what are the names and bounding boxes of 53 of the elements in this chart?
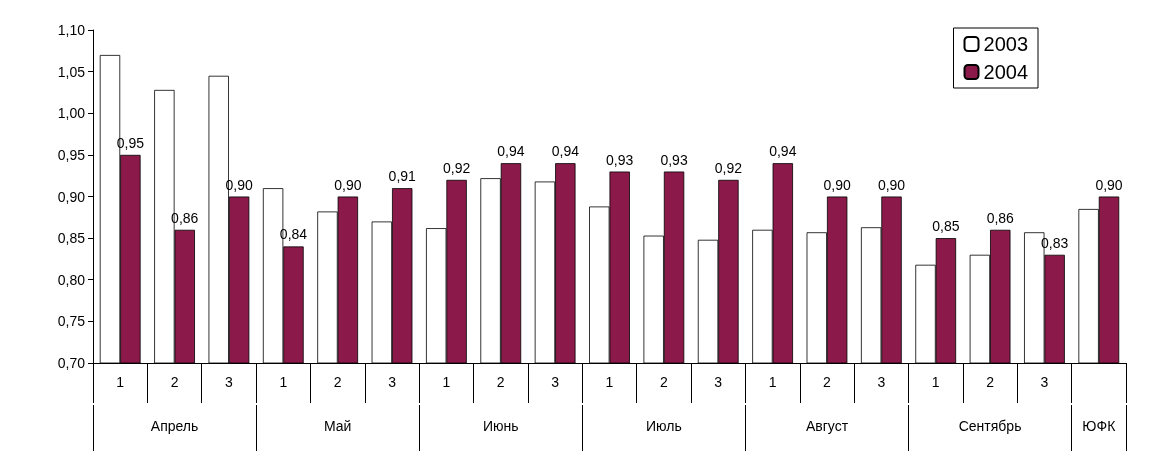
data-label: 0,94 xyxy=(769,143,797,160)
data-label: 0,85 xyxy=(932,218,960,235)
x-tick-label: 1 xyxy=(931,374,940,390)
y-tick-label: 0,70 xyxy=(57,355,86,371)
x-tick-label: 3 xyxy=(1040,374,1049,390)
data-label: 0,90 xyxy=(334,176,362,193)
x-tick-label: 1 xyxy=(768,374,777,390)
x-tick-label: 1 xyxy=(279,374,288,390)
data-label: 0,83 xyxy=(1041,234,1069,251)
y-tick-label: 1,05 xyxy=(57,63,86,80)
x-tick-label: 1 xyxy=(605,374,614,390)
y-tick-label: 0,90 xyxy=(57,188,86,205)
text: ЮФК xyxy=(1082,418,1117,434)
data-label: 0,92 xyxy=(442,159,471,176)
data-label: 0,90 xyxy=(1095,176,1123,193)
x-tick-label: 3 xyxy=(551,374,560,390)
text: Август xyxy=(805,418,849,434)
text: Июль xyxy=(646,418,682,434)
x-tick-label: 2 xyxy=(496,374,505,390)
x-tick-label: 2 xyxy=(333,374,342,390)
x-tick-label: 2 xyxy=(823,374,832,390)
x-tick-label: 2 xyxy=(659,374,668,390)
text: Сентябрь xyxy=(958,418,1022,434)
y-tick-label: 0,80 xyxy=(57,271,86,288)
x-tick-label: 1 xyxy=(116,374,125,390)
data-label: 0,84 xyxy=(279,226,308,243)
legend-label: 2003 xyxy=(983,33,1029,55)
x-tick-label: 3 xyxy=(388,374,397,390)
y-tick-label: 0,85 xyxy=(57,230,86,247)
data-label: 0,93 xyxy=(660,151,688,168)
data-label: 0,92 xyxy=(714,159,743,176)
legend-label: 2004 xyxy=(983,61,1029,83)
data-label: 0,86 xyxy=(986,209,1015,226)
y-tick-label: 1,00 xyxy=(57,105,86,122)
text: Апрель xyxy=(150,418,199,434)
x-tick-label: 2 xyxy=(170,374,179,390)
text: Май xyxy=(323,418,352,434)
text: Июнь xyxy=(482,418,519,434)
x-tick-label: 3 xyxy=(225,374,234,390)
data-label: 0,86 xyxy=(171,209,199,226)
y-tick-label: 0,75 xyxy=(57,313,86,330)
y-tick-label: 0,95 xyxy=(57,146,86,163)
data-label: 0,94 xyxy=(497,143,525,160)
data-label: 0,90 xyxy=(877,176,906,193)
x-tick-label: 2 xyxy=(986,374,995,390)
x-tick-label: 3 xyxy=(714,374,723,390)
data-label: 0,91 xyxy=(388,168,417,185)
y-tick-label: 1,10 xyxy=(57,22,86,38)
x-tick-label: 1 xyxy=(442,374,451,390)
x-tick-label: 3 xyxy=(877,374,886,390)
data-label: 0,90 xyxy=(823,176,851,193)
data-label: 0,94 xyxy=(551,143,580,160)
data-label: 0,93 xyxy=(606,151,634,168)
